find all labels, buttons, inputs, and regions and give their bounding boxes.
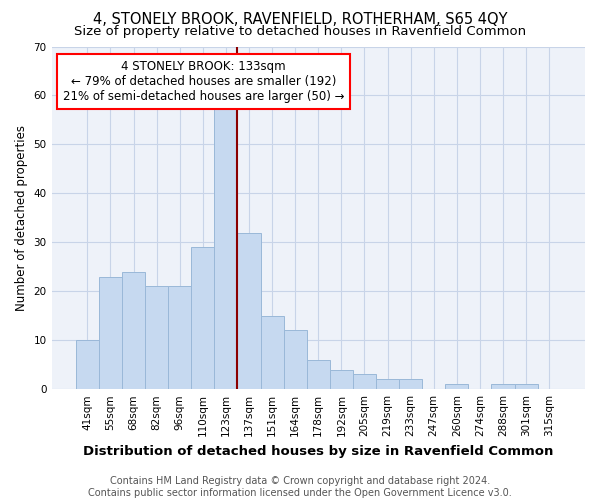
Bar: [214, 105, 238, 389]
Y-axis label: Number of detached properties: Number of detached properties: [15, 125, 28, 311]
Bar: [260, 316, 284, 389]
Bar: [145, 286, 168, 389]
Text: Contains HM Land Registry data © Crown copyright and database right 2024.
Contai: Contains HM Land Registry data © Crown c…: [88, 476, 512, 498]
Bar: [353, 374, 376, 389]
Bar: [515, 384, 538, 389]
Bar: [376, 380, 399, 389]
Bar: [445, 384, 469, 389]
X-axis label: Distribution of detached houses by size in Ravenfield Common: Distribution of detached houses by size …: [83, 444, 553, 458]
Bar: [168, 286, 191, 389]
Bar: [238, 232, 260, 389]
Bar: [491, 384, 515, 389]
Bar: [191, 247, 214, 389]
Bar: [330, 370, 353, 389]
Bar: [307, 360, 330, 389]
Bar: [284, 330, 307, 389]
Bar: [399, 380, 422, 389]
Bar: [99, 276, 122, 389]
Text: 4, STONELY BROOK, RAVENFIELD, ROTHERHAM, S65 4QY: 4, STONELY BROOK, RAVENFIELD, ROTHERHAM,…: [93, 12, 507, 28]
Bar: [76, 340, 99, 389]
Text: Size of property relative to detached houses in Ravenfield Common: Size of property relative to detached ho…: [74, 25, 526, 38]
Bar: [122, 272, 145, 389]
Text: 4 STONELY BROOK: 133sqm
← 79% of detached houses are smaller (192)
21% of semi-d: 4 STONELY BROOK: 133sqm ← 79% of detache…: [63, 60, 344, 103]
